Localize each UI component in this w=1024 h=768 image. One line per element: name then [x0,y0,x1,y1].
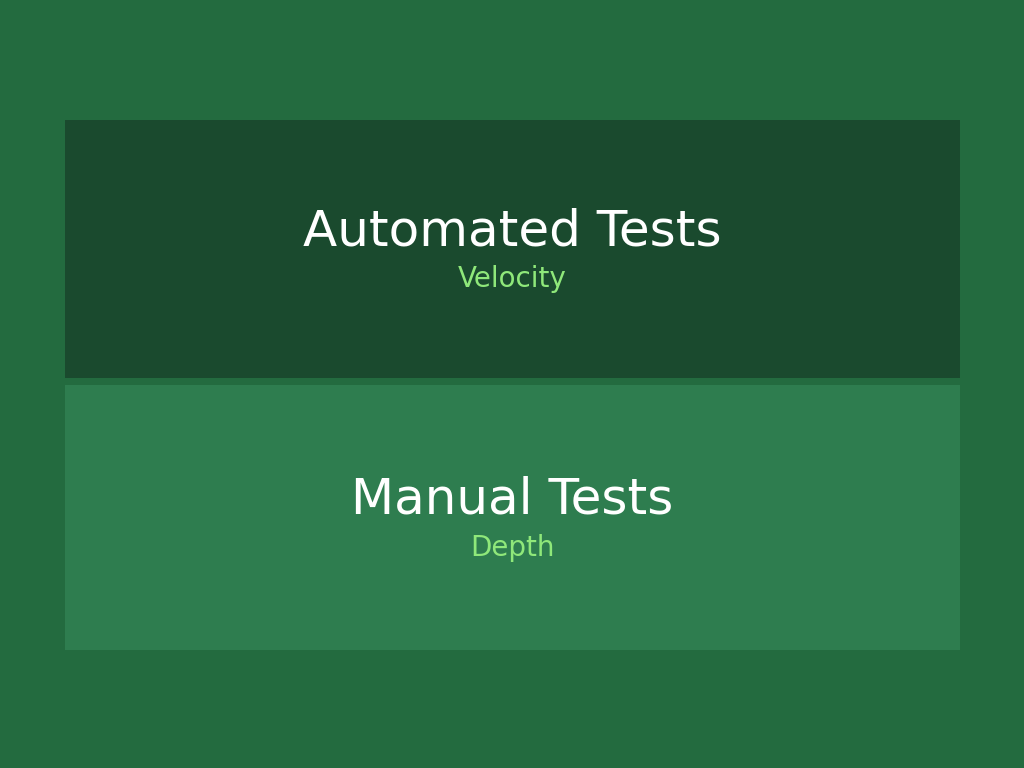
Bar [65,385,961,650]
Text: Velocity: Velocity [458,265,567,293]
Text: Depth: Depth [470,534,555,561]
Text: Manual Tests: Manual Tests [351,475,674,524]
Text: Automated Tests: Automated Tests [303,207,722,255]
Bar [65,120,961,378]
